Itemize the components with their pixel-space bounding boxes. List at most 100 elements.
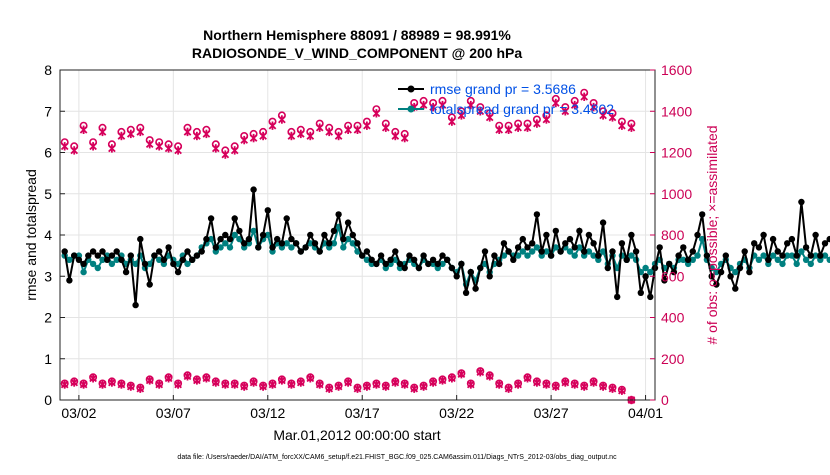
rmse-point: [789, 236, 795, 242]
y-tick-label-left: 3: [44, 268, 52, 284]
y-tick-label-left: 0: [44, 392, 52, 408]
rmse-point: [123, 269, 129, 275]
obs-assimilated-upper-marker: [364, 122, 370, 130]
y-tick-label-left: 8: [44, 62, 52, 78]
rmse-point: [491, 252, 497, 258]
rmse-point: [727, 273, 733, 279]
rmse-point: [232, 215, 238, 221]
x-tick-label: 03/22: [439, 405, 474, 421]
obs-assimilated-upper-marker: [269, 122, 275, 130]
y-tick-label-left: 5: [44, 186, 52, 202]
rmse-point: [794, 252, 800, 258]
rmse-point: [373, 261, 379, 267]
rmse-point: [331, 228, 337, 234]
obs-assimilated-upper-marker: [241, 136, 247, 144]
rmse-point: [723, 252, 729, 258]
rmse-point: [468, 269, 474, 275]
rmse-point: [236, 228, 242, 234]
rmse-point: [614, 294, 620, 300]
obs-assimilated-upper-marker: [109, 144, 115, 152]
obs-assimilated-upper-marker: [99, 128, 105, 136]
obs-assimilated-upper-marker: [118, 132, 124, 140]
x-axis-label: Mar.01,2012 00:00:00 start: [273, 427, 440, 443]
rmse-point: [605, 265, 611, 271]
rmse-point: [284, 215, 290, 221]
rmse-point: [307, 232, 313, 238]
legend-rmse-marker: [408, 86, 415, 93]
rmse-point: [510, 257, 516, 263]
rmse-point: [765, 257, 771, 263]
rmse-point: [317, 248, 323, 254]
y-tick-label-left: 4: [44, 227, 52, 243]
rmse-point: [472, 285, 478, 291]
obs-assimilated-upper-marker: [392, 132, 398, 140]
obs-assimilated-upper-marker: [505, 126, 511, 134]
rmse-point: [184, 248, 190, 254]
rmse-point: [628, 232, 634, 238]
obs-assimilated-upper-marker: [326, 128, 332, 136]
obs-assimilated-upper-marker: [203, 130, 209, 138]
obs-assimilated-upper-marker: [147, 140, 153, 148]
obs-assimilated-upper-marker: [354, 126, 360, 134]
rmse-point: [250, 186, 256, 192]
y-tick-label-right: 200: [661, 351, 685, 367]
rmse-point: [496, 261, 502, 267]
rmse-point: [175, 269, 181, 275]
obs-assimilated-upper-marker: [628, 124, 634, 132]
rmse-point: [732, 285, 738, 291]
rmse-point: [576, 228, 582, 234]
rmse-point: [515, 244, 521, 250]
y-axis-label-right: # of obs: o=possible; ×=assimilated: [704, 125, 720, 344]
legend-rmse-label: rmse grand pr = 3.5686: [430, 81, 576, 97]
rmse-point: [675, 252, 681, 258]
y-tick-label-left: 2: [44, 310, 52, 326]
rmse-point: [737, 265, 743, 271]
rmse-point: [638, 290, 644, 296]
rmse-point: [387, 257, 393, 263]
chart-title-line2: RADIOSONDE_V_WIND_COMPONENT @ 200 hPa: [192, 45, 522, 61]
obs-assimilated-upper-marker: [71, 146, 77, 154]
rmse-point: [812, 232, 818, 238]
rmse-point: [487, 273, 493, 279]
rmse-point: [657, 244, 663, 250]
rmse-point: [199, 248, 205, 254]
rmse-point: [444, 257, 450, 263]
x-tick-label: 04/01: [628, 405, 663, 421]
rmse-point: [80, 261, 86, 267]
rmse-point: [302, 244, 308, 250]
rmse-point: [269, 244, 275, 250]
rmse-point: [609, 248, 615, 254]
rmse-point: [180, 257, 186, 263]
obs-assimilated-upper-marker: [515, 124, 521, 132]
obs-assimilated-upper-marker: [165, 144, 171, 152]
obs-assimilated-upper-marker: [335, 132, 341, 140]
obs-assimilated-upper-marker: [128, 130, 134, 138]
rmse-point: [642, 273, 648, 279]
rmse-point: [66, 277, 72, 283]
rmse-point: [760, 232, 766, 238]
rmse-point: [779, 252, 785, 258]
obs-assimilated-upper-marker: [345, 126, 351, 134]
rmse-point: [293, 240, 299, 246]
obs-assimilated-upper-marker: [175, 146, 181, 154]
rmse-point: [572, 244, 578, 250]
y-tick-label-right: 1200: [661, 145, 692, 161]
obs-assimilated-upper-marker: [619, 122, 625, 130]
grid: [60, 70, 655, 400]
rmse-point: [321, 232, 327, 238]
rmse-point: [633, 248, 639, 254]
rmse-point: [543, 232, 549, 238]
totalspread-point: [808, 261, 814, 267]
rmse-point: [690, 248, 696, 254]
x-tick-label: 03/12: [250, 405, 285, 421]
y-tick-label-left: 1: [44, 351, 52, 367]
rmse-point: [756, 244, 762, 250]
rmse-point: [694, 232, 700, 238]
rmse-point: [118, 257, 124, 263]
footer-datafile: data file: /Users/raeder/DAI/ATM_forcXX/…: [177, 454, 617, 461]
obs-assimilated-upper-marker: [496, 126, 502, 134]
rmse-point: [246, 236, 252, 242]
rmse-point: [553, 228, 559, 234]
obs-assimilated-upper-marker: [373, 109, 379, 117]
